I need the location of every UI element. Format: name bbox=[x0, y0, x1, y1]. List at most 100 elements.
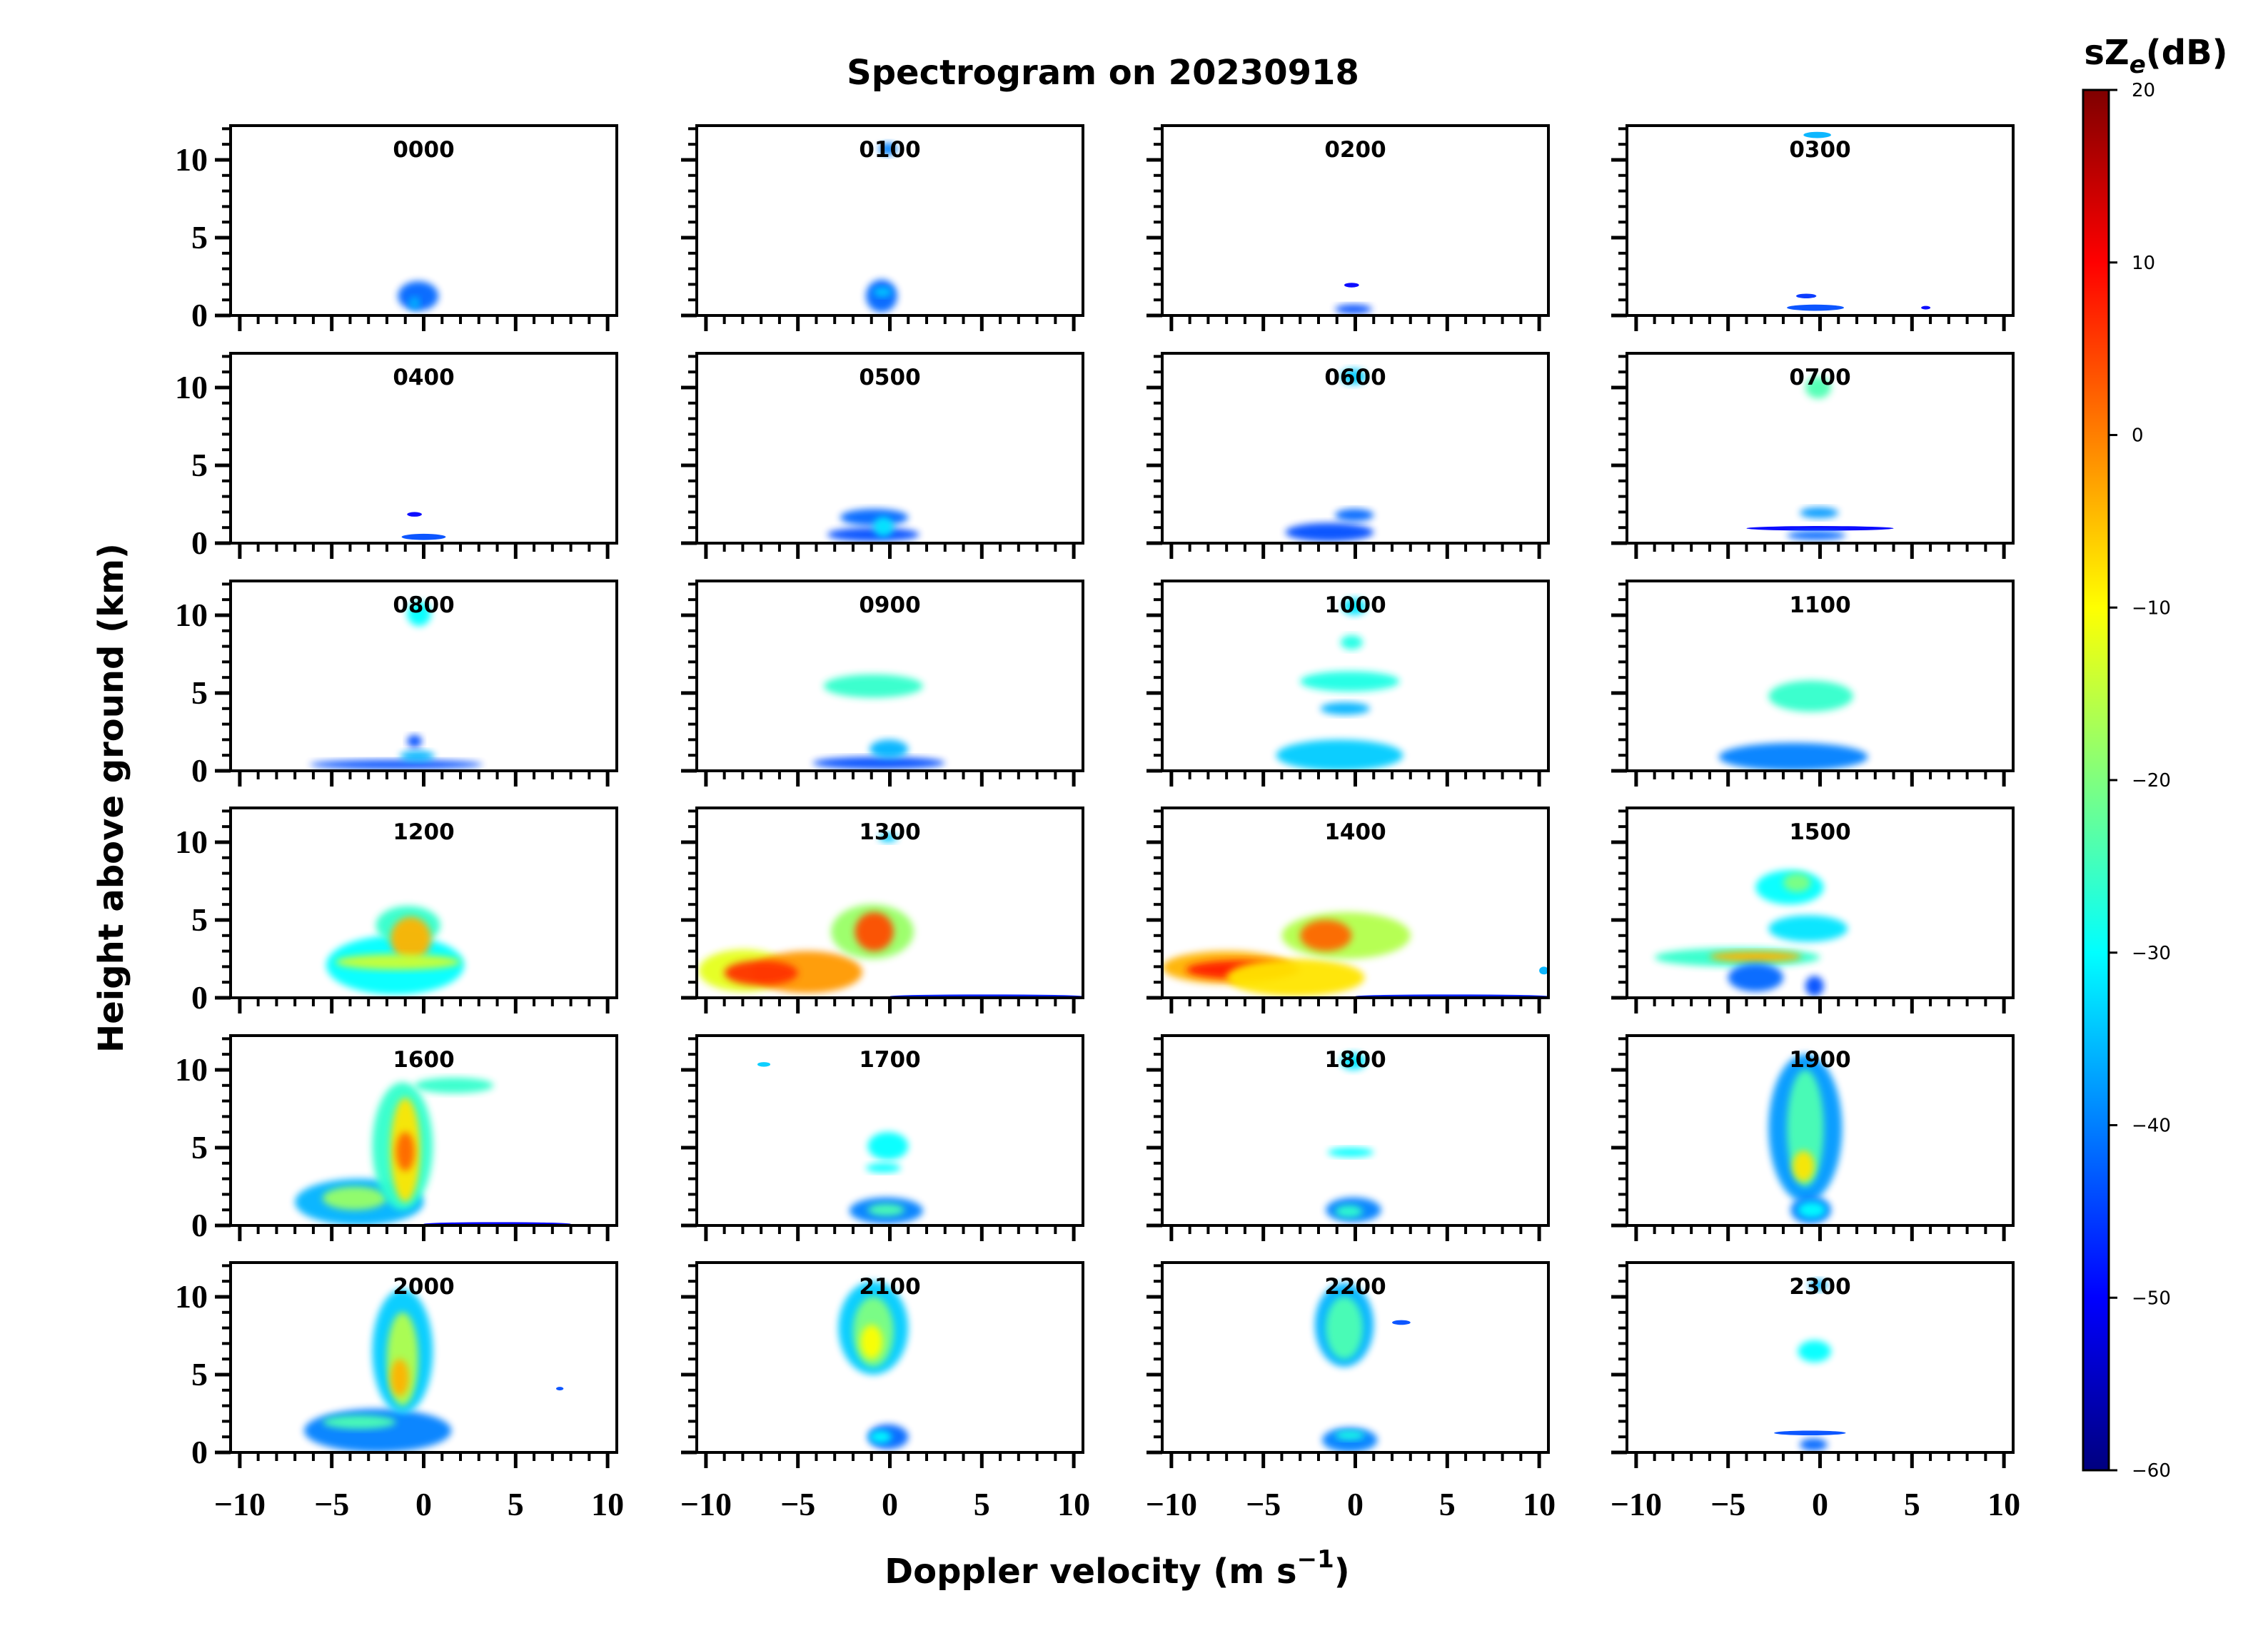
y-tick-label: 10 bbox=[175, 1278, 208, 1315]
panel-label: 1000 bbox=[1324, 592, 1386, 618]
echo-cell bbox=[873, 287, 892, 297]
y-tick-label: 10 bbox=[175, 141, 208, 178]
y-tick-label: 0 bbox=[191, 752, 208, 789]
echo-cell bbox=[812, 757, 945, 769]
echo-cell bbox=[414, 1077, 494, 1093]
y-tick-label: 5 bbox=[191, 1356, 208, 1392]
panel-0800: 0800 0 5 10 bbox=[175, 580, 618, 789]
panel-2100: 2100 −10 −5 0 5 10 bbox=[680, 1261, 1090, 1522]
y-tick-label: 0 bbox=[191, 297, 208, 333]
panel-2200: 2200 −10 −5 0 5 10 bbox=[1146, 1261, 1556, 1522]
x-tick-label: 5 bbox=[1904, 1486, 1920, 1522]
echo-layer bbox=[295, 1077, 571, 1225]
colorbar-tick-label: −60 bbox=[2132, 1460, 2171, 1482]
echo-cell bbox=[1300, 919, 1352, 951]
panel-label: 0800 bbox=[393, 592, 454, 618]
x-tick-label: 0 bbox=[1812, 1486, 1828, 1522]
colorbar-label: sZe(dB) bbox=[2084, 33, 2227, 79]
echo-cell bbox=[407, 512, 422, 517]
echo-layer bbox=[1718, 680, 1868, 771]
echo-cell bbox=[1342, 597, 1366, 615]
colorbar-tick-label: 0 bbox=[2132, 425, 2144, 447]
panel-1800: 1800 bbox=[1146, 1034, 1550, 1241]
echo-cell bbox=[555, 1387, 564, 1391]
panel-label: 0700 bbox=[1789, 365, 1850, 390]
x-tick-label: 5 bbox=[974, 1486, 990, 1522]
echo-cell bbox=[408, 296, 420, 310]
echo-cell bbox=[1800, 1438, 1828, 1451]
panel-2000: 2000 0 5 10 −10 −5 0 5 10 bbox=[175, 1261, 624, 1522]
echo-cell bbox=[322, 1415, 396, 1430]
panel-label: 0200 bbox=[1324, 137, 1386, 163]
x-tick-label: 0 bbox=[882, 1486, 898, 1522]
echo-layer bbox=[827, 509, 919, 542]
echo-cell bbox=[1335, 304, 1372, 314]
colorbar-tick-label: −50 bbox=[2132, 1288, 2171, 1309]
echo-cell bbox=[335, 954, 461, 970]
panel-label: 0600 bbox=[1324, 365, 1386, 390]
echo-layer bbox=[1276, 597, 1403, 771]
panel-label: 0400 bbox=[393, 365, 454, 390]
echo-cell bbox=[860, 1325, 883, 1360]
panel-0300: 0300 bbox=[1611, 124, 2015, 331]
y-tick-label: 5 bbox=[191, 447, 208, 483]
echo-cell bbox=[873, 516, 894, 537]
echo-cell bbox=[322, 1186, 387, 1210]
echo-cell bbox=[1728, 964, 1783, 992]
echo-cell bbox=[1921, 305, 1931, 310]
echo-cell bbox=[855, 912, 894, 951]
echo-cell bbox=[407, 601, 431, 627]
x-tick-label: 10 bbox=[1057, 1486, 1090, 1522]
panel-0500: 0500 bbox=[681, 352, 1084, 559]
panel-0100: 0100 bbox=[681, 124, 1084, 331]
colorbar-tick-label: −30 bbox=[2132, 943, 2171, 964]
colorbar-tick-label: −40 bbox=[2132, 1116, 2171, 1137]
echo-layer bbox=[304, 1289, 564, 1452]
panel-1300: 1300 bbox=[681, 807, 1084, 1013]
echo-cell bbox=[724, 960, 798, 986]
echo-layer bbox=[309, 601, 483, 769]
echo-cell bbox=[1340, 1052, 1366, 1070]
x-tick-label: 10 bbox=[1523, 1486, 1556, 1522]
y-tick-label: 0 bbox=[191, 979, 208, 1016]
panel-label: 1900 bbox=[1789, 1047, 1850, 1073]
colorbar-tick-label: −10 bbox=[2132, 597, 2171, 619]
panel-label: 1500 bbox=[1789, 819, 1850, 845]
echo-cell bbox=[1709, 951, 1802, 962]
echo-layer bbox=[1787, 131, 1931, 311]
panel-label: 1700 bbox=[859, 1047, 920, 1073]
panel-1900: 1900 bbox=[1611, 1034, 2015, 1241]
echo-cell bbox=[879, 832, 897, 842]
panel-1000: 1000 bbox=[1146, 580, 1550, 787]
echo-cell bbox=[1746, 526, 1894, 531]
y-tick-label: 0 bbox=[191, 1434, 208, 1470]
panel-1500: 1500 bbox=[1611, 807, 2015, 1013]
echo-cell bbox=[1803, 131, 1831, 138]
x-tick-label: −10 bbox=[214, 1486, 266, 1522]
echo-cell bbox=[1805, 376, 1831, 399]
echo-layer bbox=[838, 1281, 909, 1450]
panel-label: 1100 bbox=[1789, 592, 1850, 618]
echo-cell bbox=[1327, 1147, 1374, 1158]
panel-1400: 1400 bbox=[1146, 807, 1550, 1013]
x-tick-label: −5 bbox=[780, 1486, 815, 1522]
panel-1200: 1200 0 5 10 bbox=[175, 807, 618, 1016]
y-tick-label: 10 bbox=[175, 369, 208, 405]
echo-cell bbox=[1796, 293, 1817, 299]
echo-cell bbox=[1809, 1279, 1828, 1291]
echo-cell bbox=[1335, 1430, 1365, 1440]
echo-layer bbox=[401, 512, 446, 540]
panel-label: 1300 bbox=[859, 819, 920, 845]
echo-cell bbox=[390, 916, 431, 961]
echo-layer bbox=[1162, 912, 1548, 998]
y-tick-label: 0 bbox=[191, 525, 208, 561]
panel-0400: 0400 0 5 10 bbox=[175, 352, 618, 561]
echo-cell bbox=[1320, 702, 1371, 715]
panel-label: 0300 bbox=[1789, 137, 1850, 163]
echo-cell bbox=[1300, 671, 1400, 692]
echo-layer bbox=[1314, 1283, 1411, 1452]
y-axis-label: Height above ground (km) bbox=[91, 543, 131, 1053]
